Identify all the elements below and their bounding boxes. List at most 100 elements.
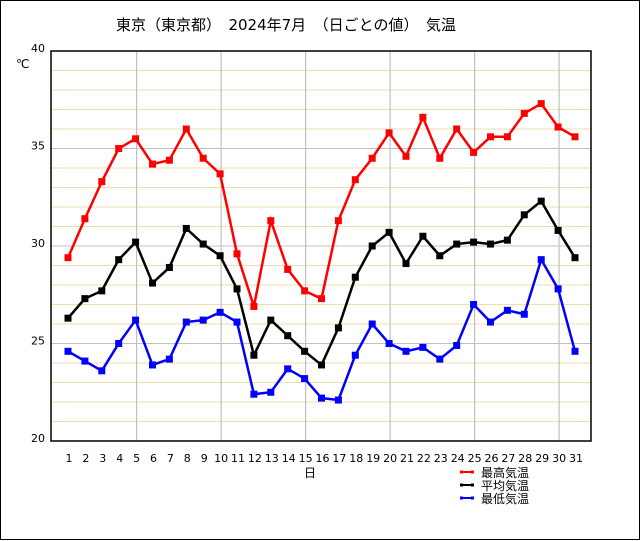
data-point <box>182 318 190 326</box>
data-point <box>436 154 444 162</box>
x-tick-label: 22 <box>417 452 431 465</box>
legend-label: 平均気温 <box>481 478 529 493</box>
x-tick-label: 9 <box>201 452 208 465</box>
x-tick-label: 29 <box>535 452 549 465</box>
data-point <box>115 145 123 152</box>
chart-title: 東京（東京都） 2024年7月 （日ごとの値） 気温 <box>116 16 456 34</box>
y-tick-label: 40 <box>31 42 45 55</box>
x-tick-label: 4 <box>116 452 123 465</box>
legend-marker <box>460 470 463 474</box>
x-tick-label: 2 <box>82 452 89 465</box>
data-point <box>554 226 562 234</box>
data-point <box>149 361 156 369</box>
x-axis-label: 日 <box>304 466 316 480</box>
data-point <box>216 308 224 316</box>
data-point <box>132 238 140 246</box>
x-tick-label: 6 <box>150 452 157 465</box>
data-point <box>182 224 190 232</box>
data-point <box>301 287 309 295</box>
grid <box>51 51 591 441</box>
x-tick-label: 26 <box>485 452 499 465</box>
x-tick-label: 8 <box>184 452 191 465</box>
data-point <box>520 310 528 318</box>
data-point <box>503 133 511 141</box>
data-point <box>351 351 359 359</box>
data-point <box>571 133 579 141</box>
data-point <box>554 123 562 131</box>
x-tick-label: 18 <box>349 452 363 465</box>
data-point <box>571 254 579 262</box>
data-point <box>318 394 325 402</box>
data-point <box>199 240 207 248</box>
data-point <box>402 260 410 268</box>
x-tick-label: 19 <box>366 452 380 465</box>
legend-marker <box>471 483 474 487</box>
x-tick-label: 12 <box>248 452 262 465</box>
data-point <box>334 324 342 332</box>
data-point <box>199 154 207 162</box>
data-point <box>284 332 292 340</box>
tick-labels: 1 2 3 4 5 6 7 8 9 10 11 12 13 14 15 16 17 18 19 20 21 22 23 24 2… <box>31 42 583 465</box>
data-point <box>470 238 478 246</box>
series-line <box>67 256 577 402</box>
data-point <box>419 343 427 351</box>
data-point <box>81 295 89 303</box>
data-point <box>132 135 140 143</box>
data-point <box>554 285 562 293</box>
data-point <box>98 287 106 295</box>
x-tick-label: 5 <box>133 452 140 465</box>
series-line <box>66 102 576 307</box>
y-tick-label: 25 <box>31 335 45 348</box>
y-tick-label: 30 <box>31 237 45 250</box>
data-point <box>351 273 359 281</box>
data-point <box>267 316 275 324</box>
data-point <box>81 357 89 365</box>
data-point <box>267 388 275 396</box>
data-point <box>216 170 224 178</box>
x-tick-label: 28 <box>518 452 532 465</box>
data-point <box>149 279 156 287</box>
data-point <box>233 285 241 293</box>
legend-marker <box>460 496 463 500</box>
data-point <box>470 148 478 156</box>
data-point <box>487 133 494 141</box>
x-tick-label: 21 <box>400 452 414 465</box>
y-axis-unit: ℃ <box>16 57 29 71</box>
x-tick-label: 10 <box>214 452 228 465</box>
data-point <box>487 318 494 326</box>
x-tick-label: 20 <box>383 452 397 465</box>
data-point <box>537 256 545 264</box>
x-tick-label: 14 <box>282 452 296 465</box>
data-point <box>419 232 427 240</box>
data-point <box>537 100 545 108</box>
data-point <box>216 252 224 260</box>
data-point <box>368 320 376 328</box>
data-point <box>385 228 393 236</box>
data-point <box>250 390 258 398</box>
x-tick-label: 27 <box>501 452 515 465</box>
data-point <box>250 351 258 359</box>
data-point <box>64 314 72 322</box>
x-tick-label: 1 <box>66 452 73 465</box>
data-point <box>368 242 376 250</box>
data-point <box>115 340 123 347</box>
data-point <box>470 301 478 308</box>
data-point <box>487 240 494 248</box>
data-point <box>64 347 72 355</box>
data-point <box>402 152 410 160</box>
data-point <box>385 129 393 137</box>
x-tick-label: 15 <box>299 452 313 465</box>
data-point <box>402 347 410 355</box>
data-point <box>571 347 579 355</box>
legend-marker <box>471 470 474 474</box>
data-point <box>520 211 528 219</box>
series-lines <box>64 100 579 404</box>
data-point <box>385 340 393 347</box>
legend-label: 最低気温 <box>481 491 529 506</box>
data-point <box>132 316 140 324</box>
data-point <box>165 355 173 363</box>
data-point <box>318 295 325 303</box>
